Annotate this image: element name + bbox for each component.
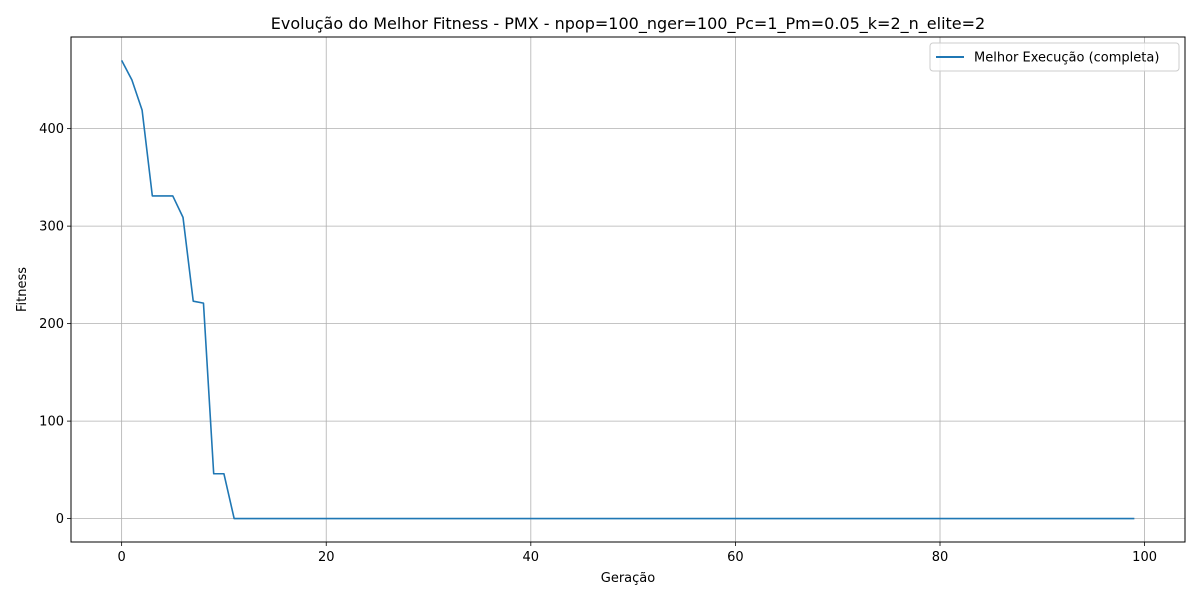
y-tick-label: 0 <box>56 512 64 527</box>
x-tick-label: 20 <box>318 550 335 565</box>
x-tick-label: 0 <box>117 550 125 565</box>
x-axis-title: Geração <box>601 571 655 586</box>
x-tick-label: 100 <box>1132 550 1157 565</box>
x-tick-label: 60 <box>727 550 744 565</box>
legend-box <box>929 42 1180 72</box>
y-axis-title: Fitness <box>15 267 30 312</box>
series-layer <box>120 60 1135 520</box>
grid-lines <box>71 37 1185 542</box>
legend: Melhor Execução (completa) <box>929 42 1180 72</box>
x-tick-label: 40 <box>523 550 540 565</box>
y-tick-label: 400 <box>39 122 64 137</box>
x-tick-label: 80 <box>932 550 949 565</box>
plot-frame <box>70 36 1186 543</box>
tick-layer: 0 20 40 60 80 100 0 100 200 300 400 <box>39 122 1157 565</box>
legend-entry-label: Melhor Execução (completa) <box>974 51 1159 66</box>
series-line-melhor-execucao <box>120 60 1135 520</box>
y-tick-label: 300 <box>39 220 64 235</box>
y-tick-label: 200 <box>39 317 64 332</box>
y-tick-label: 100 <box>39 415 64 430</box>
chart-title: Evolução do Melhor Fitness - PMX - npop=… <box>271 14 985 34</box>
